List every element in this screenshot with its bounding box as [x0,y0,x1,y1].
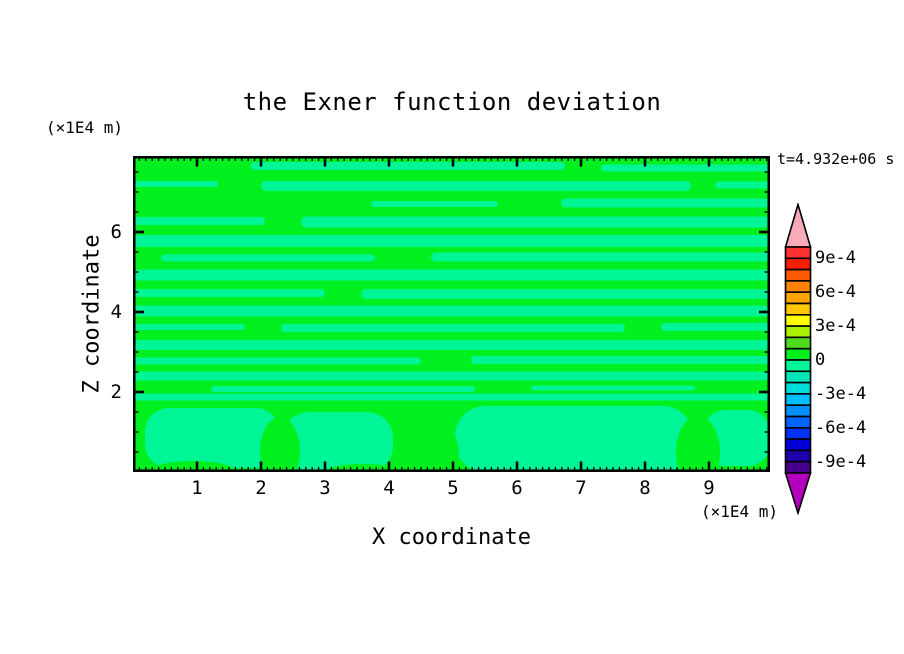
negative-contour-band [133,324,245,330]
negative-contour-band [133,289,325,297]
z-axis-unit-label: (×1E4 m) [46,118,124,137]
z-tick-label: 4 [110,301,122,323]
negative-contour-band [133,217,265,225]
colorbar-box [784,314,812,327]
colorbar-under-arrow [784,472,812,515]
colorbar-box [784,438,812,452]
negative-contour-blob [455,406,693,472]
x-axis-unit-label: (×1E4 m) [700,502,778,521]
negative-contour-band [361,289,770,299]
negative-contour-band [133,371,770,381]
x-tick-label: 3 [319,477,331,499]
colorbar-box [784,302,812,316]
negative-contour-blob [145,408,280,468]
negative-contour-band [211,386,475,392]
z-axis-title: Z coordinate [79,234,105,394]
negative-contour-band [133,181,218,187]
x-tick-label: 7 [575,477,587,499]
colorbar-box [784,268,812,282]
negative-contour-band [531,385,695,391]
negative-contour-band [133,340,770,350]
negative-contour-band [431,252,770,262]
x-tick-label: 5 [447,477,459,499]
x-tick-label: 9 [703,477,715,499]
colorbar-box [784,291,812,305]
colorbar-tick-label: 9e-4 [815,248,856,269]
negative-contour-band [133,305,770,317]
colorbar-box [784,370,812,384]
colorbar-box [784,325,812,339]
colorbar-tick-label: 3e-4 [815,316,856,337]
x-tick-label: 6 [511,477,523,499]
x-tick-label: 1 [191,477,203,499]
colorbar-tick-label: -3e-4 [815,383,867,404]
negative-contour-band [133,393,770,401]
chart-title: the Exner function deviation [242,88,662,116]
negative-contour-band [371,201,498,207]
colorbar-box [784,404,812,418]
colorbar-over-arrow [784,203,812,248]
plot-border [133,156,770,472]
colorbar-box [784,246,812,260]
contour-plot-area [133,156,770,472]
negative-contour-band [161,254,375,262]
colorbar-tick-label: 0 [815,350,826,370]
x-tick-label: 2 [255,477,267,499]
negative-contour-blob [283,412,393,472]
colorbar-box [784,257,812,271]
x-tick-label: 4 [383,477,395,499]
z-tick-label: 6 [110,221,122,243]
colorbar-box [784,415,812,429]
negative-contour-band [261,181,691,191]
negative-contour-band [133,269,770,281]
colorbar-box [784,280,812,294]
x-axis-title: X coordinate [372,525,531,550]
x-tick-label: 8 [639,477,651,499]
colorbar [784,203,812,515]
positive-plume [403,418,459,472]
colorbar-box [784,381,812,395]
colorbar-box [784,449,812,463]
colorbar-box [784,393,812,406]
colorbar-box [784,427,812,440]
negative-contour-band [133,357,421,365]
negative-contour-band [251,162,565,170]
colorbar-box [784,347,812,361]
colorbar-box [784,460,812,474]
negative-contour-band [561,198,770,208]
negative-contour-band [715,181,770,189]
negative-contour-band [601,164,770,172]
negative-contour-band [471,356,770,364]
colorbar-box [784,359,812,373]
colorbar-box [784,336,812,350]
colorbar-tick-label: 6e-4 [815,282,856,303]
time-annotation: t=4.932e+06 s [777,150,895,168]
colorbar-tick-label: -9e-4 [815,451,867,472]
negative-contour-band [661,323,770,331]
colorbar-tick-label: -6e-4 [815,417,867,438]
positive-plume [260,417,300,472]
negative-contour-band [301,216,770,228]
negative-contour-band [281,324,625,332]
z-tick-label: 2 [110,381,122,403]
negative-contour-band [133,235,770,247]
positive-plume [676,416,720,472]
